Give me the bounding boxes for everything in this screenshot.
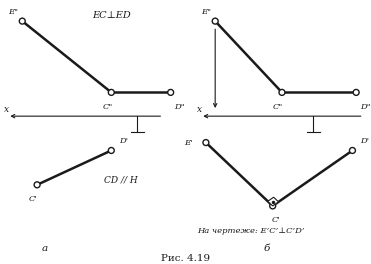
Text: C": C" bbox=[273, 103, 283, 111]
Text: E": E" bbox=[9, 8, 19, 16]
Ellipse shape bbox=[212, 18, 218, 24]
Text: E': E' bbox=[184, 139, 193, 147]
Ellipse shape bbox=[168, 89, 174, 95]
Ellipse shape bbox=[279, 89, 285, 95]
Text: C': C' bbox=[29, 195, 38, 203]
Text: На чертеже: E’C’⊥C’D’: На чертеже: E’C’⊥C’D’ bbox=[197, 227, 304, 235]
Text: E": E" bbox=[201, 8, 211, 16]
Polygon shape bbox=[268, 197, 279, 206]
Text: а: а bbox=[42, 244, 47, 253]
Ellipse shape bbox=[108, 89, 114, 95]
Text: D': D' bbox=[119, 137, 128, 145]
Text: x: x bbox=[4, 105, 9, 114]
Ellipse shape bbox=[34, 182, 40, 188]
Text: б: б bbox=[264, 244, 270, 253]
Ellipse shape bbox=[19, 18, 25, 24]
Text: D": D" bbox=[360, 103, 371, 111]
Ellipse shape bbox=[349, 148, 355, 153]
Text: x: x bbox=[197, 105, 202, 114]
Text: D': D' bbox=[360, 137, 369, 145]
Ellipse shape bbox=[270, 203, 276, 209]
Text: C": C" bbox=[102, 103, 113, 111]
Text: Рис. 4.19: Рис. 4.19 bbox=[161, 254, 210, 263]
Ellipse shape bbox=[353, 89, 359, 95]
Ellipse shape bbox=[108, 148, 114, 153]
Text: EC⊥ED: EC⊥ED bbox=[92, 11, 131, 20]
Ellipse shape bbox=[203, 140, 209, 145]
Text: C': C' bbox=[272, 216, 281, 224]
Text: CD // H: CD // H bbox=[104, 175, 138, 184]
Text: D": D" bbox=[174, 103, 185, 111]
